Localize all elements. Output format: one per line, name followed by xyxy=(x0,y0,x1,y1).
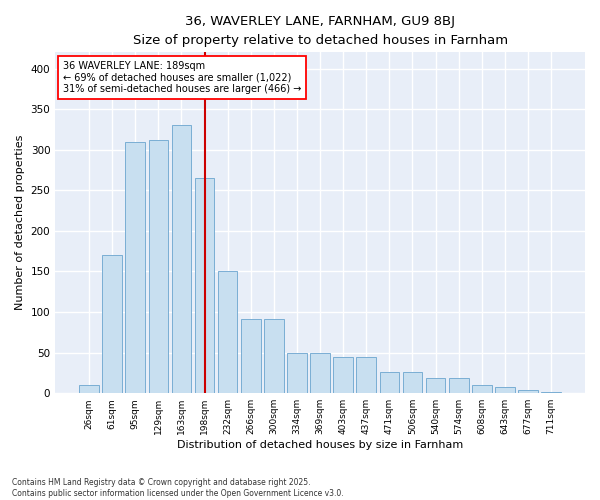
Bar xyxy=(195,178,214,393)
Bar xyxy=(334,358,353,393)
Bar xyxy=(310,352,330,393)
X-axis label: Distribution of detached houses by size in Farnham: Distribution of detached houses by size … xyxy=(177,440,463,450)
Bar xyxy=(287,352,307,393)
Bar xyxy=(380,372,399,393)
Bar xyxy=(356,358,376,393)
Bar xyxy=(79,385,99,393)
Bar xyxy=(125,142,145,393)
Bar xyxy=(449,378,469,393)
Bar xyxy=(495,386,515,393)
Bar xyxy=(218,272,238,393)
Bar xyxy=(241,318,260,393)
Bar xyxy=(472,385,491,393)
Bar xyxy=(149,140,168,393)
Bar xyxy=(264,318,284,393)
Y-axis label: Number of detached properties: Number of detached properties xyxy=(15,135,25,310)
Text: Contains HM Land Registry data © Crown copyright and database right 2025.
Contai: Contains HM Land Registry data © Crown c… xyxy=(12,478,344,498)
Text: 36 WAVERLEY LANE: 189sqm
← 69% of detached houses are smaller (1,022)
31% of sem: 36 WAVERLEY LANE: 189sqm ← 69% of detach… xyxy=(63,61,301,94)
Bar xyxy=(426,378,445,393)
Bar xyxy=(403,372,422,393)
Bar xyxy=(172,126,191,393)
Title: 36, WAVERLEY LANE, FARNHAM, GU9 8BJ
Size of property relative to detached houses: 36, WAVERLEY LANE, FARNHAM, GU9 8BJ Size… xyxy=(133,15,508,47)
Bar xyxy=(518,390,538,393)
Bar xyxy=(541,392,561,393)
Bar xyxy=(103,255,122,393)
